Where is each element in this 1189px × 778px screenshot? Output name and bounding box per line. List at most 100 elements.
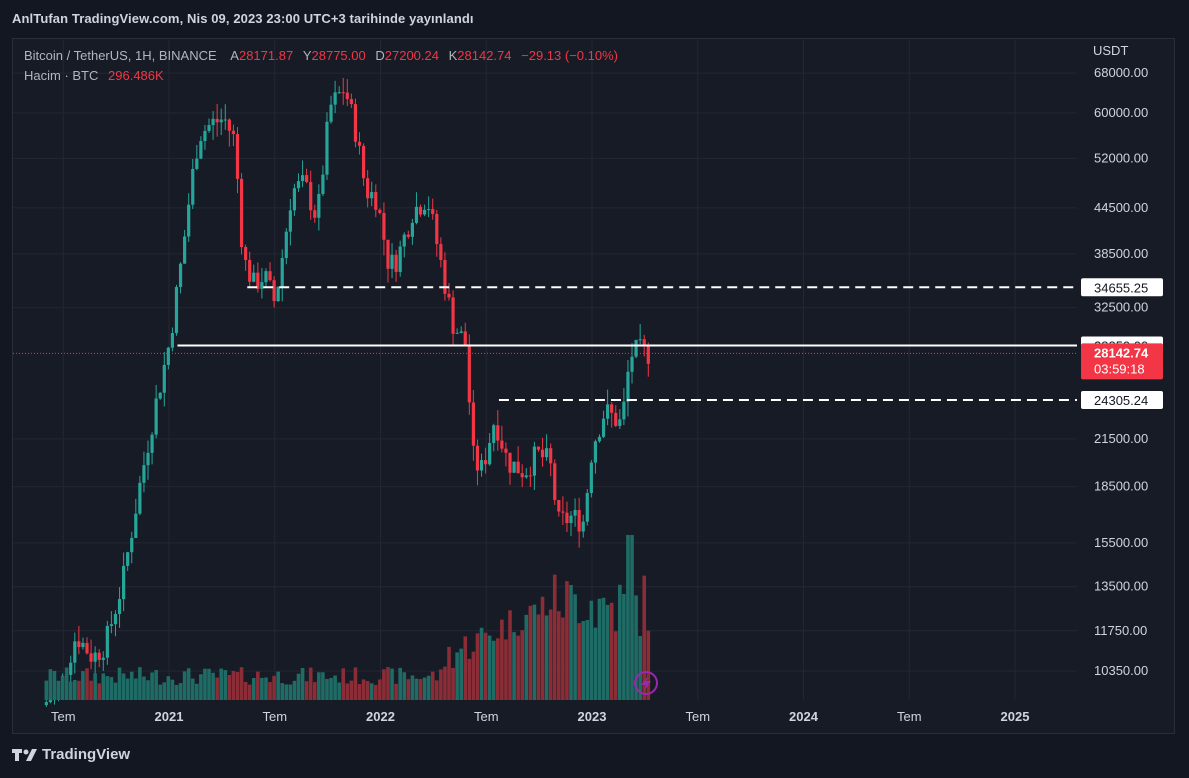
volume-bar xyxy=(422,677,427,700)
candle-body xyxy=(292,188,297,211)
volume-bar xyxy=(268,682,272,700)
candle-body xyxy=(162,364,166,393)
candle-body xyxy=(577,510,581,532)
close-value: 28142.74 xyxy=(457,48,512,63)
candle-body xyxy=(154,398,158,435)
candle-body xyxy=(256,272,260,289)
volume-bar xyxy=(101,673,106,700)
y-tick-label: 15500.00 xyxy=(1094,535,1148,550)
volume-bar xyxy=(520,630,525,700)
candle-body xyxy=(85,642,89,654)
high-value: 28775.00 xyxy=(311,48,366,63)
y-tick-label: 10350.00 xyxy=(1094,663,1148,678)
volume-bar xyxy=(247,684,252,700)
volume-bar xyxy=(48,669,53,700)
candle-body xyxy=(431,209,435,214)
volume-bar xyxy=(190,678,195,700)
candle-body xyxy=(130,537,134,553)
y-tick-label: 44500.00 xyxy=(1094,200,1148,215)
candle-body xyxy=(89,653,93,662)
candle-body xyxy=(614,412,618,426)
candle-body xyxy=(146,452,150,466)
candle-body xyxy=(81,642,85,648)
candle-body xyxy=(483,460,488,465)
candle-body xyxy=(532,446,537,476)
candle-body xyxy=(585,493,589,522)
candle-body xyxy=(77,641,81,648)
candle-body xyxy=(44,702,48,706)
x-tick-label: 2021 xyxy=(155,709,184,724)
volume-bar xyxy=(524,614,529,700)
candle-body xyxy=(500,440,504,449)
candle-body xyxy=(166,347,170,365)
volume-bar xyxy=(512,632,516,700)
volume-bar xyxy=(552,574,557,700)
candle-body xyxy=(174,287,179,334)
volume-bar xyxy=(146,680,150,700)
candle-body xyxy=(597,436,602,442)
volume-bar xyxy=(199,674,203,700)
volume-bar xyxy=(166,676,171,700)
level-price-tag xyxy=(1081,278,1163,297)
y-tick-label: 18500.00 xyxy=(1094,479,1148,494)
symbol-label[interactable]: Bitcoin / TetherUS, 1H, BINANCE xyxy=(24,48,217,63)
change-value: −29.13 (−0.10%) xyxy=(521,48,618,63)
volume-bar xyxy=(73,679,77,700)
chart-frame[interactable] xyxy=(12,38,1175,734)
candle-body xyxy=(300,175,305,182)
volume-bar xyxy=(353,667,358,700)
volume-bar xyxy=(64,667,69,700)
volume-bar xyxy=(369,683,374,700)
volume-bar xyxy=(577,623,581,700)
open-value: 28171.87 xyxy=(238,48,294,63)
close-label: K xyxy=(448,48,458,63)
volume-bar xyxy=(605,604,610,700)
volume-bar xyxy=(483,632,488,700)
candle-body xyxy=(565,512,569,524)
candle-body xyxy=(337,92,341,94)
volume-bar xyxy=(561,617,565,700)
volume-bar xyxy=(227,675,232,700)
volume-bar xyxy=(129,671,134,700)
volume-bar xyxy=(219,668,224,700)
volume-bar xyxy=(276,671,280,700)
candle-body xyxy=(341,92,345,94)
volume-bar xyxy=(361,679,366,700)
candle-body xyxy=(630,356,634,372)
y-tick-label: 13500.00 xyxy=(1094,579,1148,594)
candle-body xyxy=(467,345,471,403)
volume-bar xyxy=(528,605,533,700)
x-tick-label: 2024 xyxy=(789,709,819,724)
y-tick-label: 52000.00 xyxy=(1094,150,1148,165)
volume-bar xyxy=(508,610,512,700)
volume-bar xyxy=(459,648,463,700)
volume-bar xyxy=(516,635,520,700)
volume-bar xyxy=(345,683,350,700)
level-price-label: 24305.24 xyxy=(1094,393,1148,408)
volume-bar xyxy=(573,594,577,700)
candle-body xyxy=(374,192,378,210)
volume-label[interactable]: Hacim · BTC xyxy=(24,68,99,83)
candle-body xyxy=(370,192,374,199)
candle-body xyxy=(378,209,382,213)
volume-bar xyxy=(260,677,264,700)
volume-bar xyxy=(601,597,606,700)
volume-bar xyxy=(223,670,228,700)
current-price-tag xyxy=(1081,343,1163,380)
tradingview-brand[interactable]: TradingView xyxy=(12,746,130,763)
volume-bar xyxy=(117,667,122,700)
candle-body xyxy=(601,418,606,437)
candle-body xyxy=(642,339,646,346)
volume-bar xyxy=(105,676,110,700)
candle-body xyxy=(260,282,264,289)
volume-bar xyxy=(182,671,187,700)
candle-body xyxy=(386,239,390,269)
volume-bar xyxy=(251,677,256,700)
volume-bar xyxy=(150,672,154,700)
candle-body xyxy=(191,168,195,205)
candle-body xyxy=(231,130,236,134)
candle-body xyxy=(557,499,561,512)
volume-bar xyxy=(333,675,337,700)
volume-bar xyxy=(373,684,378,700)
